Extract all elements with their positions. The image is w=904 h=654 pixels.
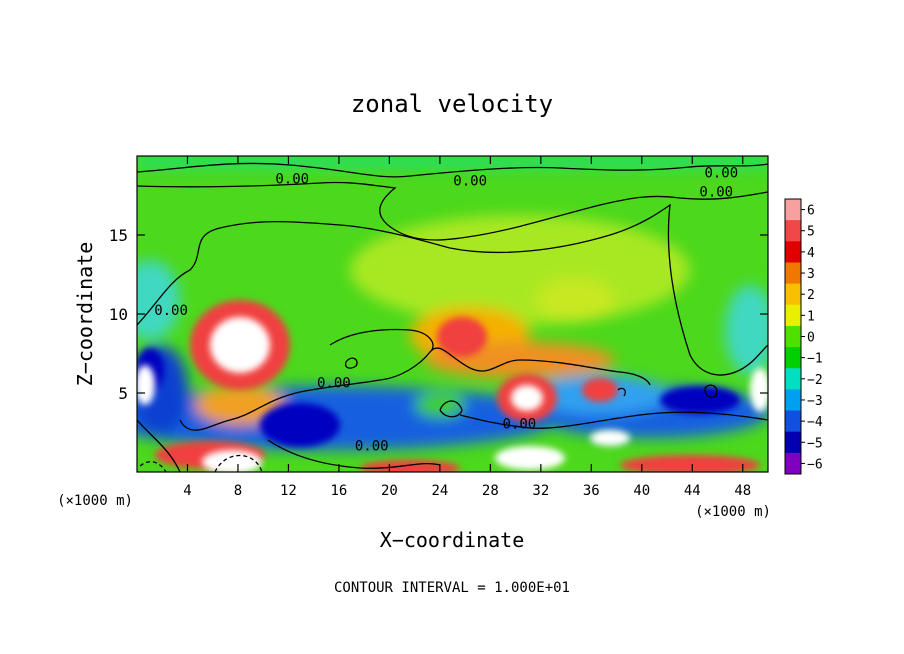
colorbar-swatch <box>785 220 801 242</box>
x-tick-label: 20 <box>381 483 398 499</box>
x-tick-label: 48 <box>734 483 751 499</box>
x-units-right: (×1000 m) <box>695 504 771 520</box>
y-tick-label: 10 <box>109 305 128 324</box>
x-tick-label: 36 <box>583 483 600 499</box>
colorbar-swatch <box>785 304 801 327</box>
colorbar-swatch <box>785 431 801 454</box>
colorbar-swatch <box>785 347 801 369</box>
contour-interval-footer: CONTOUR INTERVAL = 1.000E+01 <box>334 580 570 596</box>
contour-labels: 0.00 0.00 0.00 0.00 0.00 0.00 0.00 0.00 <box>154 165 738 455</box>
colorbar-label: 4 <box>807 246 815 261</box>
velocity-field <box>137 156 768 450</box>
y-axis-ticks: 5 10 15 <box>109 226 768 403</box>
colorbar-swatch <box>785 452 801 475</box>
plot-area: 0.00 0.00 0.00 0.00 0.00 0.00 0.00 0.00 <box>137 156 768 472</box>
colorbar-label: 1 <box>807 309 815 324</box>
x-tick-label: 4 <box>183 483 191 499</box>
colorbar-swatch <box>785 262 801 285</box>
x-tick-label: 28 <box>482 483 499 499</box>
colorbar-swatch <box>785 389 801 412</box>
contour-label: 0.00 <box>275 172 309 188</box>
contour-label: 0.00 <box>503 417 537 433</box>
contour-label: 0.00 <box>317 376 351 392</box>
colorbar-label: −3 <box>807 394 823 409</box>
colorbar-swatch <box>785 368 801 390</box>
colorbar-label: −5 <box>807 436 823 451</box>
colorbar-label: 6 <box>807 204 815 219</box>
contour-label: 0.00 <box>704 165 738 181</box>
colorbar-label: −1 <box>807 352 823 367</box>
x-tick-label: 8 <box>234 483 242 499</box>
x-tick-label: 40 <box>633 483 650 499</box>
colorbar-swatch <box>785 241 801 263</box>
x-axis-ticks: 4 8 12 16 20 24 28 32 36 40 44 48 <box>183 156 751 499</box>
x-units-left: (×1000 m) <box>57 493 133 509</box>
contour-label: 0.00 <box>355 439 389 455</box>
colorbar-swatch <box>785 410 801 433</box>
chart-title: zonal velocity <box>351 90 553 118</box>
x-axis-label: X−coordinate <box>380 528 525 552</box>
colorbar-swatch <box>785 199 801 221</box>
colorbar-label: 3 <box>807 267 815 282</box>
contour-label: 0.00 <box>699 184 733 200</box>
y-tick-label: 15 <box>109 226 128 245</box>
x-tick-label: 44 <box>684 483 701 499</box>
velocity-saturated <box>137 317 768 472</box>
colorbar-label: 5 <box>807 225 815 240</box>
colorbar-label: −4 <box>807 415 823 430</box>
colorbar-label: −6 <box>807 457 823 472</box>
colorbar-swatch <box>785 325 801 348</box>
x-tick-label: 16 <box>330 483 347 499</box>
y-axis-label: Z−coordinate <box>73 242 97 387</box>
colorbar-swatch <box>785 283 801 306</box>
y-tick-label: 5 <box>118 384 128 403</box>
x-tick-label: 24 <box>431 483 448 499</box>
colorbar-label: 0 <box>807 331 815 346</box>
colorbar: 6 5 4 3 2 1 0 −1 −2 −3 −4 −5 −6 <box>784 198 823 475</box>
x-tick-label: 32 <box>532 483 549 499</box>
zero-contours <box>137 162 768 472</box>
colorbar-label: −2 <box>807 373 823 388</box>
colorbar-label: 2 <box>807 288 815 303</box>
contour-label: 0.00 <box>154 303 188 319</box>
contour-label: 0.00 <box>453 173 487 189</box>
x-tick-label: 12 <box>280 483 297 499</box>
